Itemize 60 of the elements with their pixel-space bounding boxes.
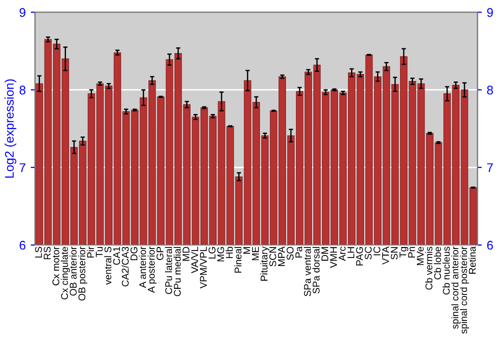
x-tick-label: SCN [269, 247, 276, 266]
x-tick-label: ME [252, 246, 259, 260]
y2-tick-label: 6 [487, 240, 493, 250]
y2-tick-label: 9 [487, 8, 493, 17]
x-tick-label: LG [208, 247, 216, 259]
x-tick-label: SC [364, 246, 372, 260]
x-tick-label: CPu medial [174, 247, 181, 296]
x-tick-label: DM [321, 247, 328, 261]
y-tick-label: 8 [20, 86, 26, 94]
y-tick-label: 6 [20, 240, 26, 250]
x-tick-label: VA/VL [190, 246, 198, 274]
x-tick-label: CPu lateral [164, 247, 172, 294]
x-tick-label: SPa dorsal [312, 247, 320, 294]
x-tick-label: MG [217, 247, 224, 262]
x-tick-label: SO [286, 246, 294, 260]
x-tick-label: A anterior [138, 246, 146, 288]
x-tick-label: A posterior [148, 246, 157, 293]
x-tick-label: CA1 [113, 246, 120, 265]
x-tick-label: M [243, 247, 250, 254]
x-tick-label: Pituitary [260, 246, 270, 281]
x-tick-label: MD [182, 246, 190, 261]
x-tick-label: MVe [416, 246, 424, 266]
x-tick-label: Cx cingulate [60, 246, 70, 300]
x-tick-label: Cb vermis [425, 246, 432, 290]
x-tick-label: GP [156, 246, 164, 260]
x-tick-label: spinal cord anterior [451, 246, 460, 329]
x-tick-label: Cx motor [52, 246, 60, 286]
x-tick-label: Retina [468, 246, 476, 274]
x-tick-label: Cb nucleus [442, 246, 450, 295]
x-tick-label: OB posterior [78, 246, 88, 300]
x-tick-label: PAG [356, 247, 363, 266]
y2-tick-label: 7 [487, 163, 493, 172]
x-tick-label: LH [348, 247, 354, 258]
x-tick-label: SPa ventral [304, 247, 311, 296]
x-tick-label: Pir [86, 246, 94, 258]
x-tick-label: CA2/CA3 [122, 246, 129, 286]
x-tick-label: OB anterior [70, 246, 77, 296]
x-tick-label: Pn [408, 247, 415, 258]
x-tick-label: Pa [295, 246, 302, 258]
y-axis-title: Log2 (expression) [4, 79, 16, 178]
x-tick-label: MPA [278, 246, 285, 266]
x-tick-label: LS [35, 246, 42, 258]
x-tick-label: VMH [330, 247, 337, 268]
x-tick-label: Arc [338, 246, 346, 261]
x-tick-label: SN [390, 247, 398, 260]
y-tick-label: 7 [20, 163, 26, 172]
x-tick-label: VPM/VPL [200, 246, 207, 288]
x-tick-label: DG [130, 247, 138, 260]
x-tick-label: ventral S [104, 246, 112, 285]
y2-tick-label: 8 [487, 86, 493, 94]
x-tick-label: RS [44, 246, 51, 260]
x-tick-label: IC [373, 246, 380, 256]
y-tick-label: 9 [20, 8, 26, 17]
x-tick-label: VTA [382, 246, 389, 265]
x-tick-label: Tu [96, 247, 103, 258]
x-tick-label: Hb [226, 246, 233, 258]
x-tick-label: Tg [400, 247, 408, 258]
x-tick-label: Cb lobe [434, 246, 442, 280]
x-tick-label: spinal cord posterior [460, 246, 470, 334]
x-tick-label: Pineal [234, 247, 242, 273]
